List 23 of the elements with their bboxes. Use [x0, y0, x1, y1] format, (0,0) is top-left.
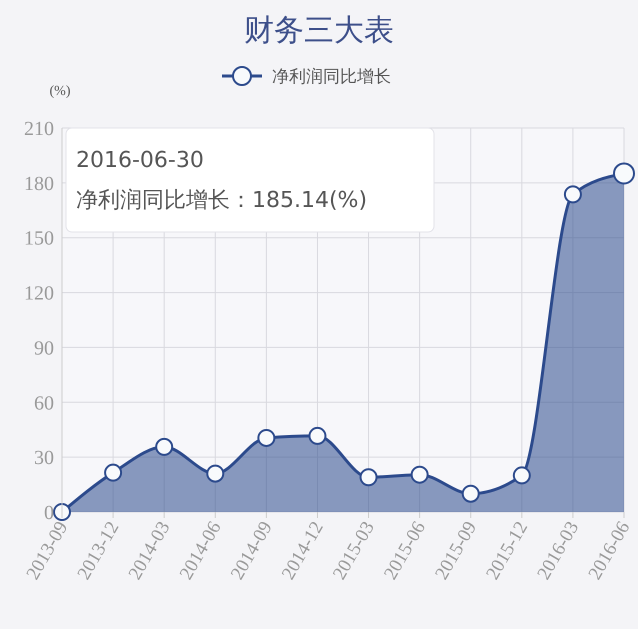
y-tick-label: 210	[24, 118, 54, 140]
legend-label: 净利润同比增长	[272, 67, 391, 87]
point	[512, 466, 531, 484]
y-tick-label: 150	[24, 228, 54, 250]
point	[308, 426, 326, 445]
point	[206, 464, 224, 483]
point	[360, 468, 378, 486]
annotation: 2016-06-30 净利润同比增长：185.14(%)	[76, 148, 368, 213]
y-tick-label: 30	[34, 447, 54, 470]
y-tick-label: 120	[24, 282, 54, 305]
chart-title: 财务三大表	[244, 13, 394, 48]
y-axis-title: (%)	[50, 84, 71, 99]
point	[155, 438, 174, 456]
y-tick-label: 90	[34, 337, 54, 360]
y-tick-label: 180	[24, 172, 54, 195]
y-tick-label: 0	[44, 502, 54, 524]
point	[564, 185, 582, 204]
y-tick-label: 60	[34, 392, 54, 414]
point	[257, 428, 276, 447]
point	[410, 466, 429, 484]
point	[53, 503, 71, 521]
point	[104, 464, 122, 482]
point	[462, 484, 480, 503]
